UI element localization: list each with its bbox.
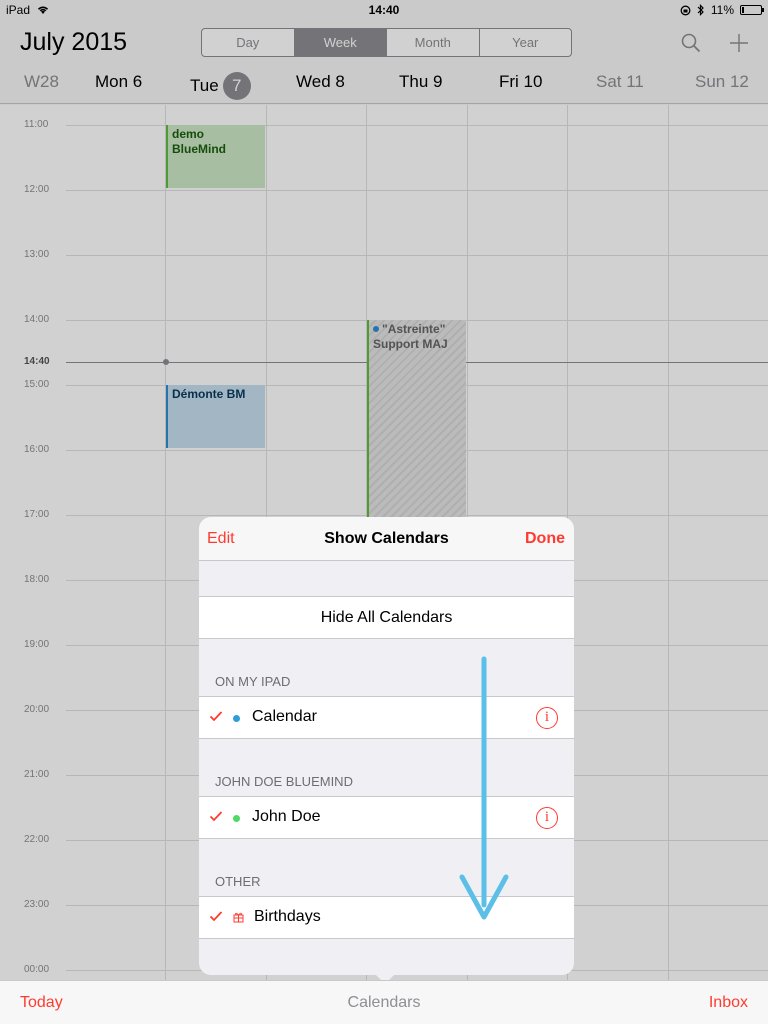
battery-percent: 11% bbox=[710, 3, 734, 17]
view-year-button[interactable]: Year bbox=[512, 35, 539, 50]
view-switcher: Day Week Month Year bbox=[201, 28, 572, 57]
today-badge: 7 bbox=[222, 72, 251, 100]
hour-label: 14:00 bbox=[24, 314, 50, 325]
checkmark-icon bbox=[209, 711, 223, 722]
week-number: W28 bbox=[24, 72, 59, 91]
tab-bar: Today Calendars Inbox bbox=[0, 980, 768, 1024]
gift-icon bbox=[233, 912, 244, 923]
inbox-button[interactable]: Inbox bbox=[708, 994, 748, 1011]
hour-label: 13:00 bbox=[24, 249, 50, 260]
calendar-color-dot bbox=[233, 715, 240, 722]
column-divider bbox=[165, 105, 166, 980]
wifi-icon bbox=[38, 6, 49, 14]
event-demo-bluemind[interactable]: demo BlueMind bbox=[166, 125, 265, 188]
column-divider bbox=[668, 105, 669, 980]
hour-label: 12:00 bbox=[24, 184, 50, 195]
calendar-row-label: Calendar bbox=[252, 708, 317, 725]
calendar-row-calendar[interactable]: Calendar i bbox=[199, 696, 574, 739]
hour-label: 23:00 bbox=[24, 899, 50, 910]
hour-line bbox=[66, 255, 768, 256]
day-header-thu[interactable]: Thu 9 bbox=[399, 72, 443, 91]
week-days-row: W28 Mon 6 Tue 7 Wed 8 Thu 9 Fri 10 Sat 11… bbox=[0, 68, 768, 100]
calendar-row-birthdays[interactable]: Birthdays bbox=[199, 896, 574, 939]
status-bar: iPad 14:40 11% bbox=[0, 0, 768, 20]
day-header-wed[interactable]: Wed 8 bbox=[296, 72, 345, 91]
calendar-row-label: Birthdays bbox=[254, 908, 321, 925]
event-dot-icon bbox=[373, 326, 379, 332]
done-button[interactable]: Done bbox=[525, 530, 565, 547]
day-header-mon[interactable]: Mon 6 bbox=[95, 72, 143, 91]
hour-label: 22:00 bbox=[24, 834, 50, 845]
edit-button[interactable]: Edit bbox=[207, 530, 235, 547]
hour-label: 16:00 bbox=[24, 444, 50, 455]
event-demonte-bm[interactable]: Démonte BM bbox=[166, 385, 265, 448]
search-icon[interactable] bbox=[680, 32, 702, 54]
day-header-sun[interactable]: Sun 12 bbox=[695, 72, 749, 91]
hour-line bbox=[66, 190, 768, 191]
today-button[interactable]: Today bbox=[20, 994, 63, 1011]
section-header-other: OTHER bbox=[215, 874, 261, 889]
hour-label: 18:00 bbox=[24, 574, 50, 585]
popover-title: Show Calendars bbox=[324, 530, 449, 547]
info-icon[interactable]: i bbox=[536, 807, 558, 829]
popover-header: Edit Show Calendars Done bbox=[199, 517, 574, 561]
current-time-dot bbox=[163, 359, 169, 365]
device-name: iPad bbox=[6, 3, 31, 17]
view-day-button[interactable]: Day bbox=[202, 29, 295, 56]
day-header-fri[interactable]: Fri 10 bbox=[499, 72, 543, 91]
event-astreinte[interactable]: "Astreinte" Support MAJ bbox=[367, 320, 466, 520]
checkmark-icon bbox=[209, 811, 223, 822]
hour-line bbox=[66, 125, 768, 126]
hour-label: 15:00 bbox=[24, 379, 50, 390]
hour-label: 00:00 bbox=[24, 964, 50, 975]
hour-label: 20:00 bbox=[24, 704, 50, 715]
add-icon[interactable] bbox=[728, 32, 750, 54]
view-month-button[interactable]: Month bbox=[387, 29, 480, 56]
scroll-down-arrow-icon bbox=[459, 656, 509, 920]
section-header-john-doe-bluemind: JOHN DOE BLUEMIND bbox=[215, 774, 353, 789]
calendar-header: July 2015 Day Week Month Year W28 Mon 6 … bbox=[0, 20, 768, 104]
hour-label: 19:00 bbox=[24, 639, 50, 650]
hour-label: 17:00 bbox=[24, 509, 50, 520]
hour-label: 21:00 bbox=[24, 769, 50, 780]
day-header-sat[interactable]: Sat 11 bbox=[596, 72, 644, 91]
info-icon[interactable]: i bbox=[536, 707, 558, 729]
event-astreinte-title: "Astreinte" Support MAJ bbox=[373, 322, 448, 351]
rotation-lock-icon bbox=[680, 5, 691, 15]
status-time: 14:40 bbox=[368, 3, 400, 17]
calendar-row-label: John Doe bbox=[252, 808, 321, 825]
hour-label: 11:00 bbox=[24, 119, 49, 130]
view-week-button[interactable]: Week bbox=[294, 29, 387, 56]
month-title: July 2015 bbox=[20, 28, 127, 57]
battery-icon bbox=[740, 5, 764, 15]
calendar-color-dot bbox=[233, 815, 240, 822]
day-header-tue-label: Tue bbox=[190, 76, 219, 95]
month-label: July bbox=[20, 28, 65, 56]
section-header-on-my-ipad: ON MY IPAD bbox=[215, 674, 291, 689]
calendar-row-john-doe[interactable]: John Doe i bbox=[199, 796, 574, 839]
bluetooth-icon bbox=[697, 4, 704, 16]
calendars-button[interactable]: Calendars bbox=[347, 994, 421, 1011]
show-calendars-popover: Edit Show Calendars Done Hide All Calend… bbox=[199, 517, 574, 975]
hide-all-calendars-button[interactable]: Hide All Calendars bbox=[199, 596, 574, 639]
year-label: 2015 bbox=[71, 28, 128, 56]
checkmark-icon bbox=[209, 911, 223, 922]
current-time-label: 14:40 bbox=[24, 356, 50, 367]
day-header-tue[interactable]: Tue 7 bbox=[190, 72, 251, 100]
